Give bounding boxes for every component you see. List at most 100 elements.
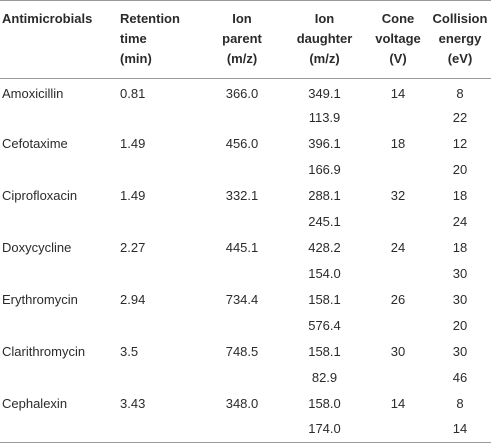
cone-voltage-cell: 32: [390, 187, 406, 203]
table-header: Antimicrobials Retention time (min) Ion …: [0, 0, 491, 79]
ion-daughter-cell: 158.1: [308, 343, 341, 359]
ion-daughter-cell: 349.1: [308, 85, 341, 101]
header-collision-energy: Collision energy (eV): [429, 0, 491, 79]
ion-daughter-cell: 174.0: [282, 416, 367, 443]
antimicrobial-cell: Doxycycline: [2, 239, 72, 255]
retention-time-cell: 2.27: [120, 239, 146, 255]
retention-time-cell: 2.94: [120, 291, 146, 307]
ion-daughter-cell: 576.4: [308, 317, 341, 333]
retention-time-cell: 1.49: [120, 187, 146, 203]
collision-energy-cell: 18: [452, 187, 468, 203]
antimicrobial-cell: [0, 365, 108, 391]
cone-voltage-cell: 14: [390, 85, 406, 101]
cone-voltage-cell: 26: [390, 291, 406, 307]
antimicrobial-cell: Cephalexin: [2, 395, 68, 411]
ion-parent-cell: [202, 313, 282, 339]
table-row: 174.0 14: [0, 416, 491, 443]
retention-time-cell: [108, 209, 202, 235]
retention-time-cell: 3.5: [120, 343, 139, 359]
ion-parent-cell: 456.0: [225, 135, 259, 151]
header-ion-parent: Ion parent (m/z): [202, 0, 282, 79]
collision-energy-cell: 14: [429, 416, 491, 443]
antimicrobial-cell: [0, 105, 108, 131]
cone-voltage-cell: [367, 105, 429, 131]
antimicrobial-cell: Amoxicillin: [2, 85, 64, 101]
header-ion-daughter: Ion daughter (m/z): [282, 0, 367, 79]
table-row: Cefotaxime 1.49 456.0 396.1 18 12: [0, 131, 491, 157]
cone-voltage-cell: [367, 416, 429, 443]
collision-energy-cell: 20: [452, 161, 468, 177]
table-row: Cephalexin 3.43 348.0 158.0 14 8: [0, 391, 491, 417]
retention-time-cell: [108, 365, 202, 391]
ion-parent-cell: 748.5: [225, 343, 259, 359]
ion-daughter-cell: 113.9: [308, 109, 341, 125]
ion-daughter-cell: 158.1: [308, 291, 341, 307]
cone-voltage-cell: [367, 261, 429, 287]
table-row: 113.9 22: [0, 105, 491, 131]
ion-parent-cell: [202, 209, 282, 235]
ion-daughter-cell: 245.1: [308, 213, 341, 229]
cone-voltage-cell: [367, 157, 429, 183]
table-row: Erythromycin 2.94 734.4 158.1 26 30: [0, 287, 491, 313]
table-row: 166.9 20: [0, 157, 491, 183]
ion-daughter-cell: 428.2: [308, 239, 341, 255]
cone-voltage-cell: 30: [390, 343, 406, 359]
collision-energy-cell: 18: [452, 239, 468, 255]
ion-daughter-cell: 396.1: [308, 135, 341, 151]
ion-parent-cell: 332.1: [225, 187, 259, 203]
ion-parent-cell: 366.0: [225, 85, 259, 101]
collision-energy-cell: 30: [452, 291, 468, 307]
cone-voltage-cell: [367, 209, 429, 235]
retention-time-cell: [108, 157, 202, 183]
ion-parent-cell: [202, 261, 282, 287]
retention-time-cell: [108, 261, 202, 287]
table-body: Amoxicillin 0.81 366.0 349.1 14 8 113.9 22 Cefot…: [0, 79, 491, 443]
ion-parent-cell: [202, 416, 282, 443]
ion-daughter-cell: 288.1: [308, 187, 341, 203]
antimicrobial-cell: Clarithromycin: [2, 343, 86, 359]
collision-energy-cell: 30: [452, 343, 468, 359]
collision-energy-cell: 46: [452, 369, 468, 385]
table-row: 154.0 30: [0, 261, 491, 287]
cone-voltage-cell: 24: [390, 239, 406, 255]
table-row: 82.9 46: [0, 365, 491, 391]
collision-energy-cell: 22: [452, 109, 468, 125]
ion-parent-cell: [202, 105, 282, 131]
collision-energy-cell: 20: [452, 317, 468, 333]
table-row: Doxycycline 2.27 445.1 428.2 24 18: [0, 235, 491, 261]
antimicrobial-cell: [0, 157, 108, 183]
antimicrobial-cell: Cefotaxime: [2, 135, 68, 151]
antimicrobial-cell: [0, 416, 108, 443]
collision-energy-cell: 12: [452, 135, 468, 151]
ion-parent-cell: 734.4: [225, 291, 259, 307]
ion-parent-cell: [202, 365, 282, 391]
retention-time-cell: 1.49: [120, 135, 146, 151]
ion-parent-cell: 348.0: [225, 395, 259, 411]
header-row: Antimicrobials Retention time (min) Ion …: [0, 0, 491, 79]
retention-time-cell: [108, 105, 202, 131]
cone-voltage-cell: [367, 365, 429, 391]
ion-daughter-cell: 154.0: [308, 265, 341, 281]
collision-energy-cell: 30: [452, 265, 468, 281]
cone-voltage-cell: [367, 313, 429, 339]
ion-daughter-cell: 158.0: [308, 395, 341, 411]
antimicrobial-cell: [0, 261, 108, 287]
table-row: Amoxicillin 0.81 366.0 349.1 14 8: [0, 79, 491, 105]
ion-daughter-cell: 82.9: [311, 369, 338, 385]
header-cone-voltage: Cone voltage (V): [367, 0, 429, 79]
retention-time-cell: 3.43: [120, 395, 146, 411]
collision-energy-cell: 24: [452, 213, 468, 229]
cone-voltage-cell: 18: [390, 135, 406, 151]
collision-energy-cell: 8: [456, 85, 464, 101]
antimicrobial-cell: Ciprofloxacin: [2, 187, 78, 203]
table-row: 245.1 24: [0, 209, 491, 235]
header-retention-time: Retention time (min): [108, 0, 202, 79]
header-antimicrobials: Antimicrobials: [0, 0, 108, 79]
table-row: 576.4 20: [0, 313, 491, 339]
ion-daughter-cell: 166.9: [308, 161, 341, 177]
ion-parent-cell: 445.1: [225, 239, 259, 255]
cone-voltage-cell: 14: [390, 395, 406, 411]
retention-time-cell: [108, 416, 202, 443]
retention-time-cell: 0.81: [120, 85, 146, 101]
